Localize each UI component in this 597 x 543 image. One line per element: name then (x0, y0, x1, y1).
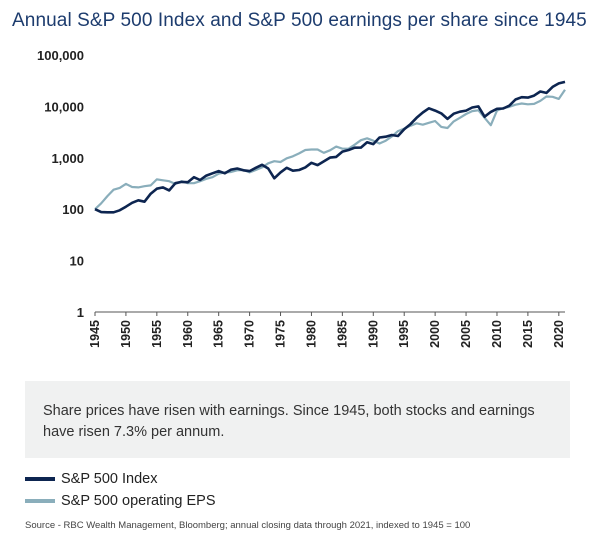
x-tick-label: 1955 (150, 320, 164, 348)
x-tick-label: 1975 (274, 320, 288, 348)
series-line-operating-eps (94, 89, 566, 210)
legend: S&P 500 Index S&P 500 operating EPS (25, 468, 216, 512)
legend-item-index: S&P 500 Index (25, 468, 216, 490)
x-tick-label: 2005 (459, 320, 473, 348)
y-tick-label: 1,000 (51, 151, 84, 166)
x-tick-label: 1980 (304, 320, 318, 348)
legend-item-eps: S&P 500 operating EPS (25, 490, 216, 512)
y-tick-label: 100,000 (37, 48, 84, 63)
chart-title: Annual S&P 500 Index and S&P 500 earning… (12, 10, 587, 31)
note-box: Share prices have risen with earnings. S… (25, 381, 570, 458)
series-layer (94, 80, 566, 214)
x-tick-label: 1990 (366, 320, 380, 348)
y-tick-label: 1 (77, 305, 84, 320)
note-text: Share prices have risen with earnings. S… (43, 403, 535, 440)
y-tick-label: 10 (70, 254, 84, 269)
x-tick-label: 2000 (428, 320, 442, 348)
legend-swatch-index (25, 477, 55, 481)
y-tick-label: 10,000 (44, 99, 84, 114)
y-tick-label: 100 (62, 202, 84, 217)
line-chart: 1 10 100 1,000 10,000 100,000 1945 1950 1955 196… (37, 48, 566, 348)
source-note: Source - RBC Wealth Management, Bloomber… (25, 520, 471, 531)
x-tick-label: 2015 (521, 320, 535, 348)
x-tick-label: 1995 (397, 320, 411, 348)
x-tick-label: 2010 (490, 320, 504, 348)
x-axis: 1945 1950 1955 1960 1965 1970 1975 1980 1985 1990… (88, 311, 566, 348)
x-tick-label: 1950 (119, 320, 133, 348)
x-tick-label: 1985 (335, 320, 349, 348)
x-tick-label: 1960 (181, 320, 195, 348)
x-tick-label: 1945 (88, 320, 102, 348)
legend-label-index: S&P 500 Index (61, 471, 158, 487)
x-tick-label: 1970 (243, 320, 257, 348)
series-line-sp500-index (94, 80, 566, 214)
y-axis: 1 10 100 1,000 10,000 100,000 (37, 48, 84, 320)
legend-swatch-eps (25, 499, 55, 503)
legend-label-eps: S&P 500 operating EPS (61, 493, 216, 509)
x-tick-label: 1965 (212, 320, 226, 348)
x-tick-label: 2020 (552, 320, 566, 348)
